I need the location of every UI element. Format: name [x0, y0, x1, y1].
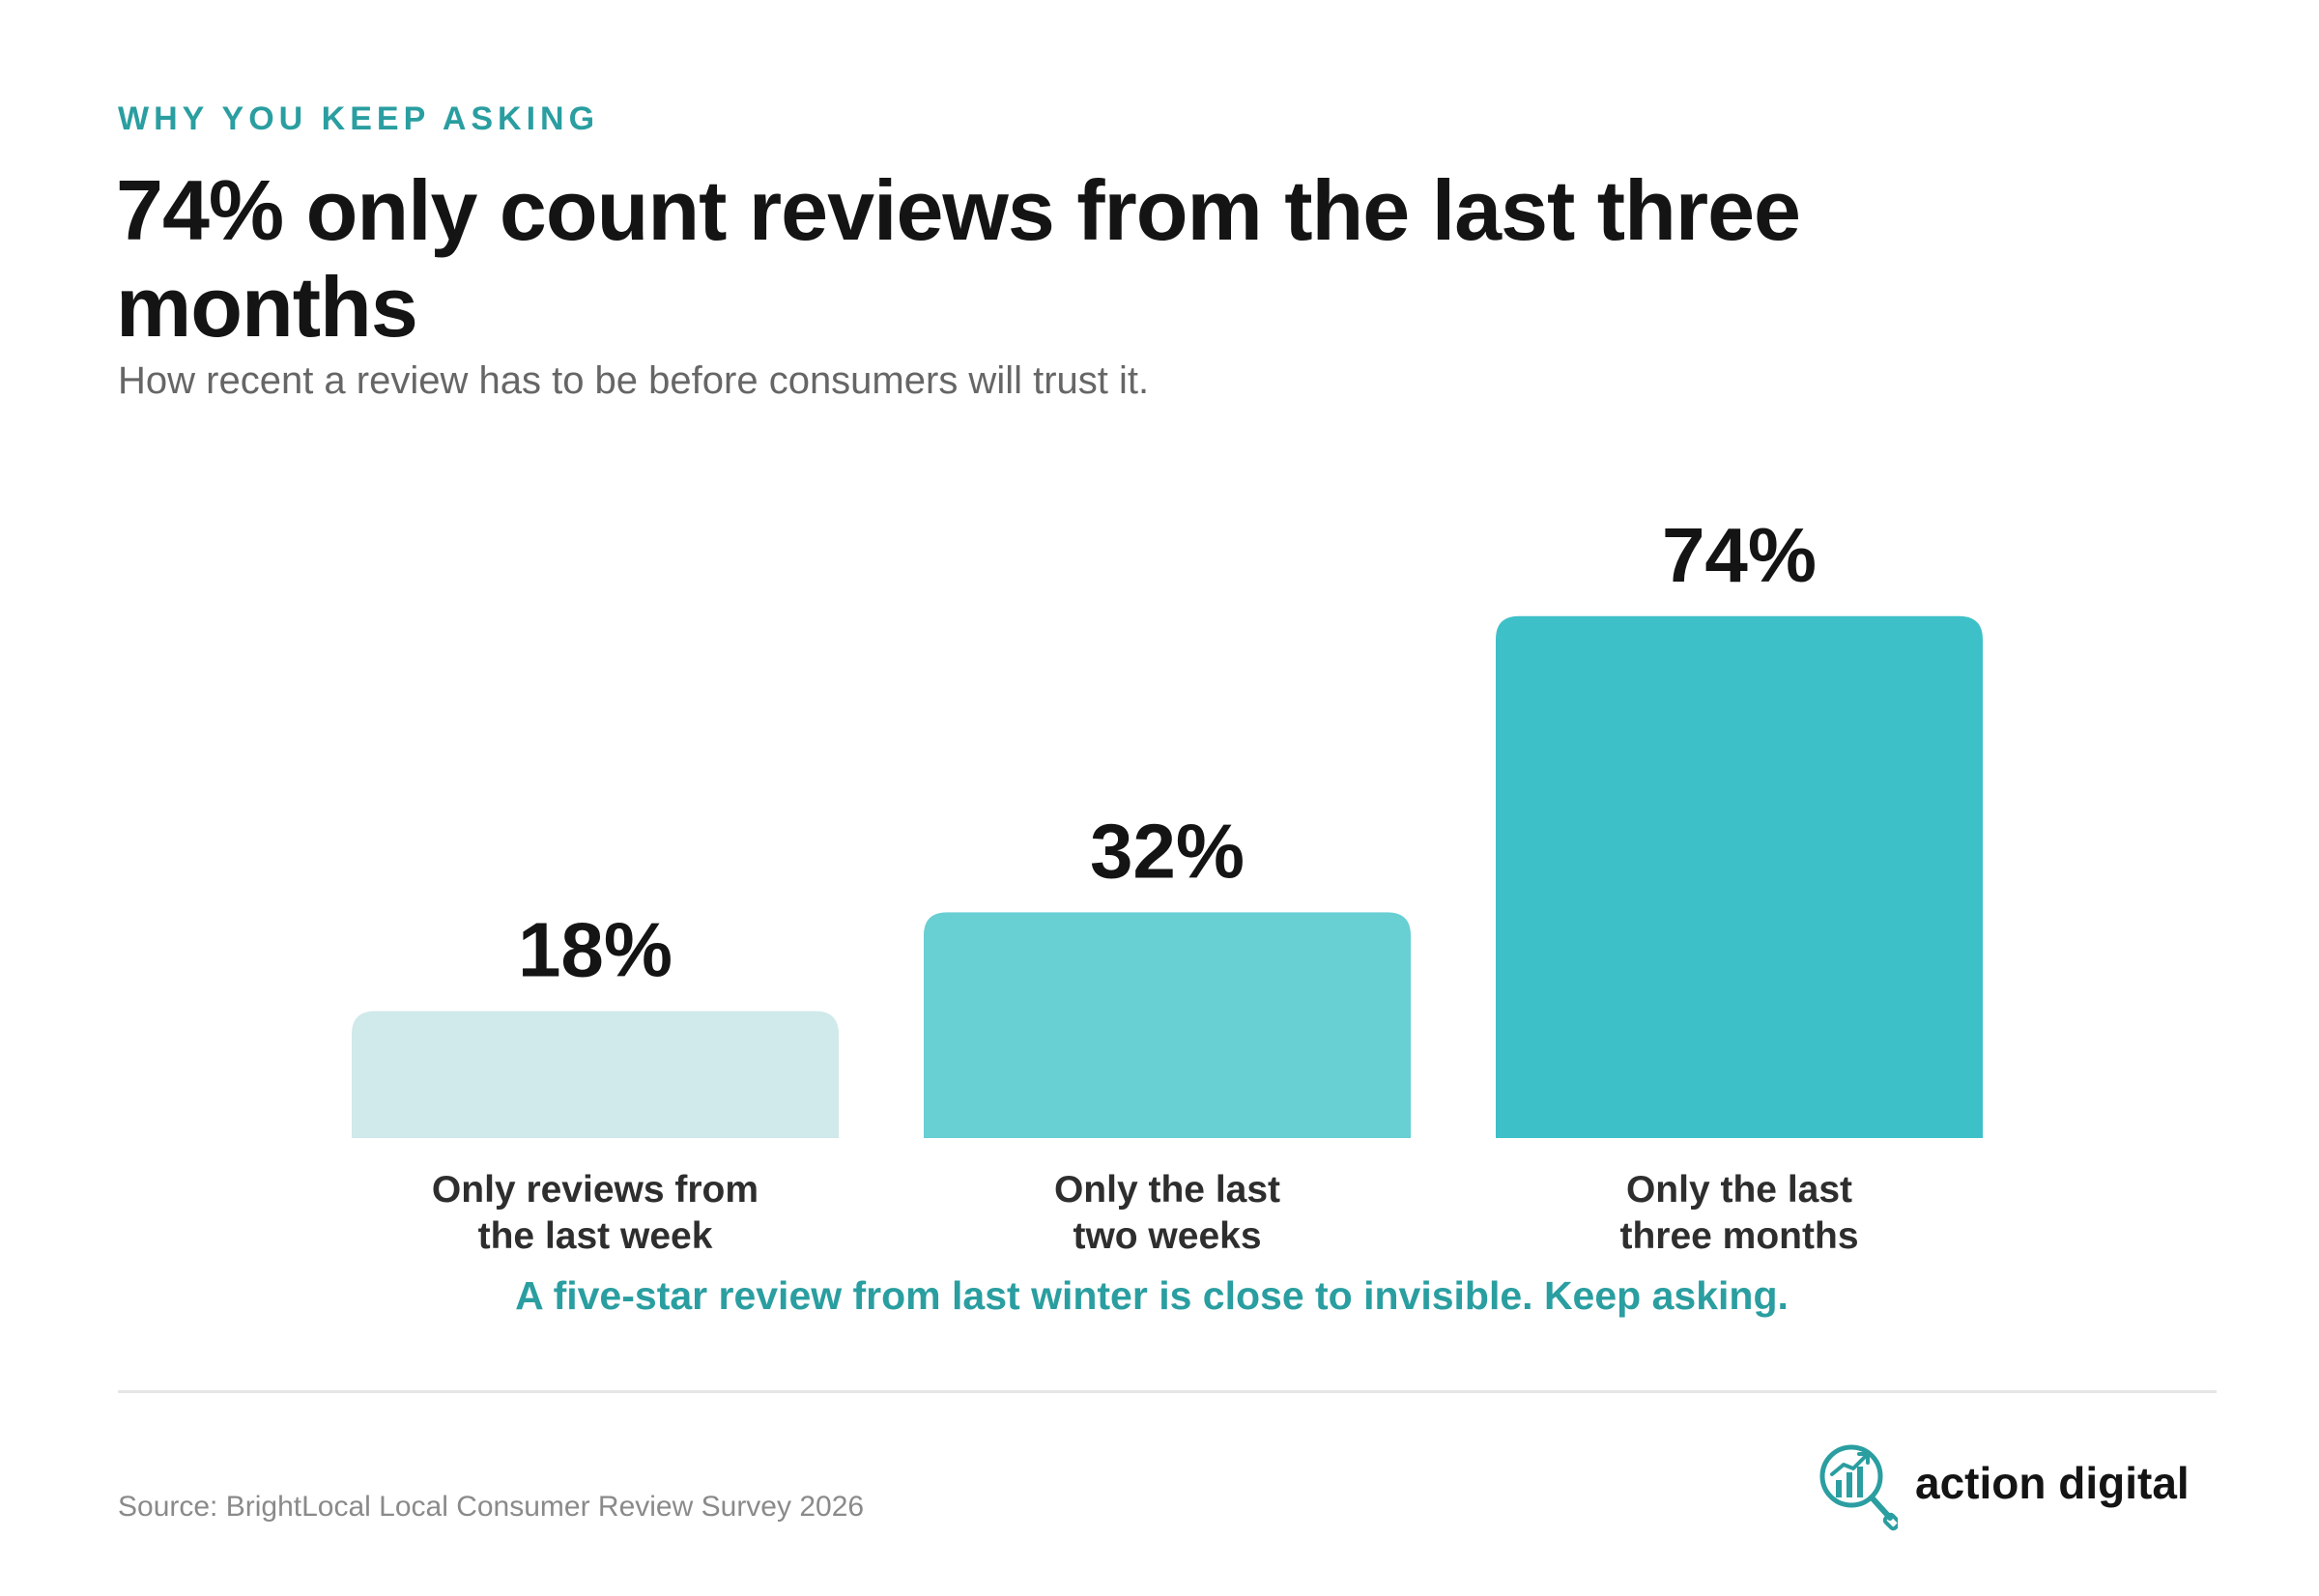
bar-value-label-3: 74%	[1662, 512, 1817, 598]
category-label-2: Only the last two weeks	[1054, 1169, 1280, 1257]
takeaway-text: A five-star review from last winter is c…	[515, 1273, 1789, 1318]
magnifier-chart-icon	[1819, 1444, 1898, 1531]
source-note: Source: BrightLocal Local Consumer Revie…	[118, 1491, 865, 1523]
bar-value-label-1: 18%	[518, 907, 673, 993]
bar-2	[924, 912, 1411, 1138]
bar-1	[352, 1011, 839, 1138]
category-label-3: Only the last three months	[1619, 1169, 1858, 1257]
footer-divider	[118, 1390, 2217, 1393]
category-label-1: Only reviews from the last week	[432, 1169, 759, 1257]
brand-name: action digital	[1915, 1458, 2190, 1508]
bar-value-label-2: 32%	[1090, 808, 1245, 894]
brand-lockup: action digital	[1817, 1439, 2222, 1536]
chart-subtitle: How recent a review has to be before con…	[118, 359, 1150, 402]
chart-title: 74% only count reviews from the last thr…	[116, 162, 1801, 355]
eyebrow-label: WHY YOU KEEP ASKING	[118, 100, 600, 137]
bar-3	[1496, 615, 1983, 1138]
